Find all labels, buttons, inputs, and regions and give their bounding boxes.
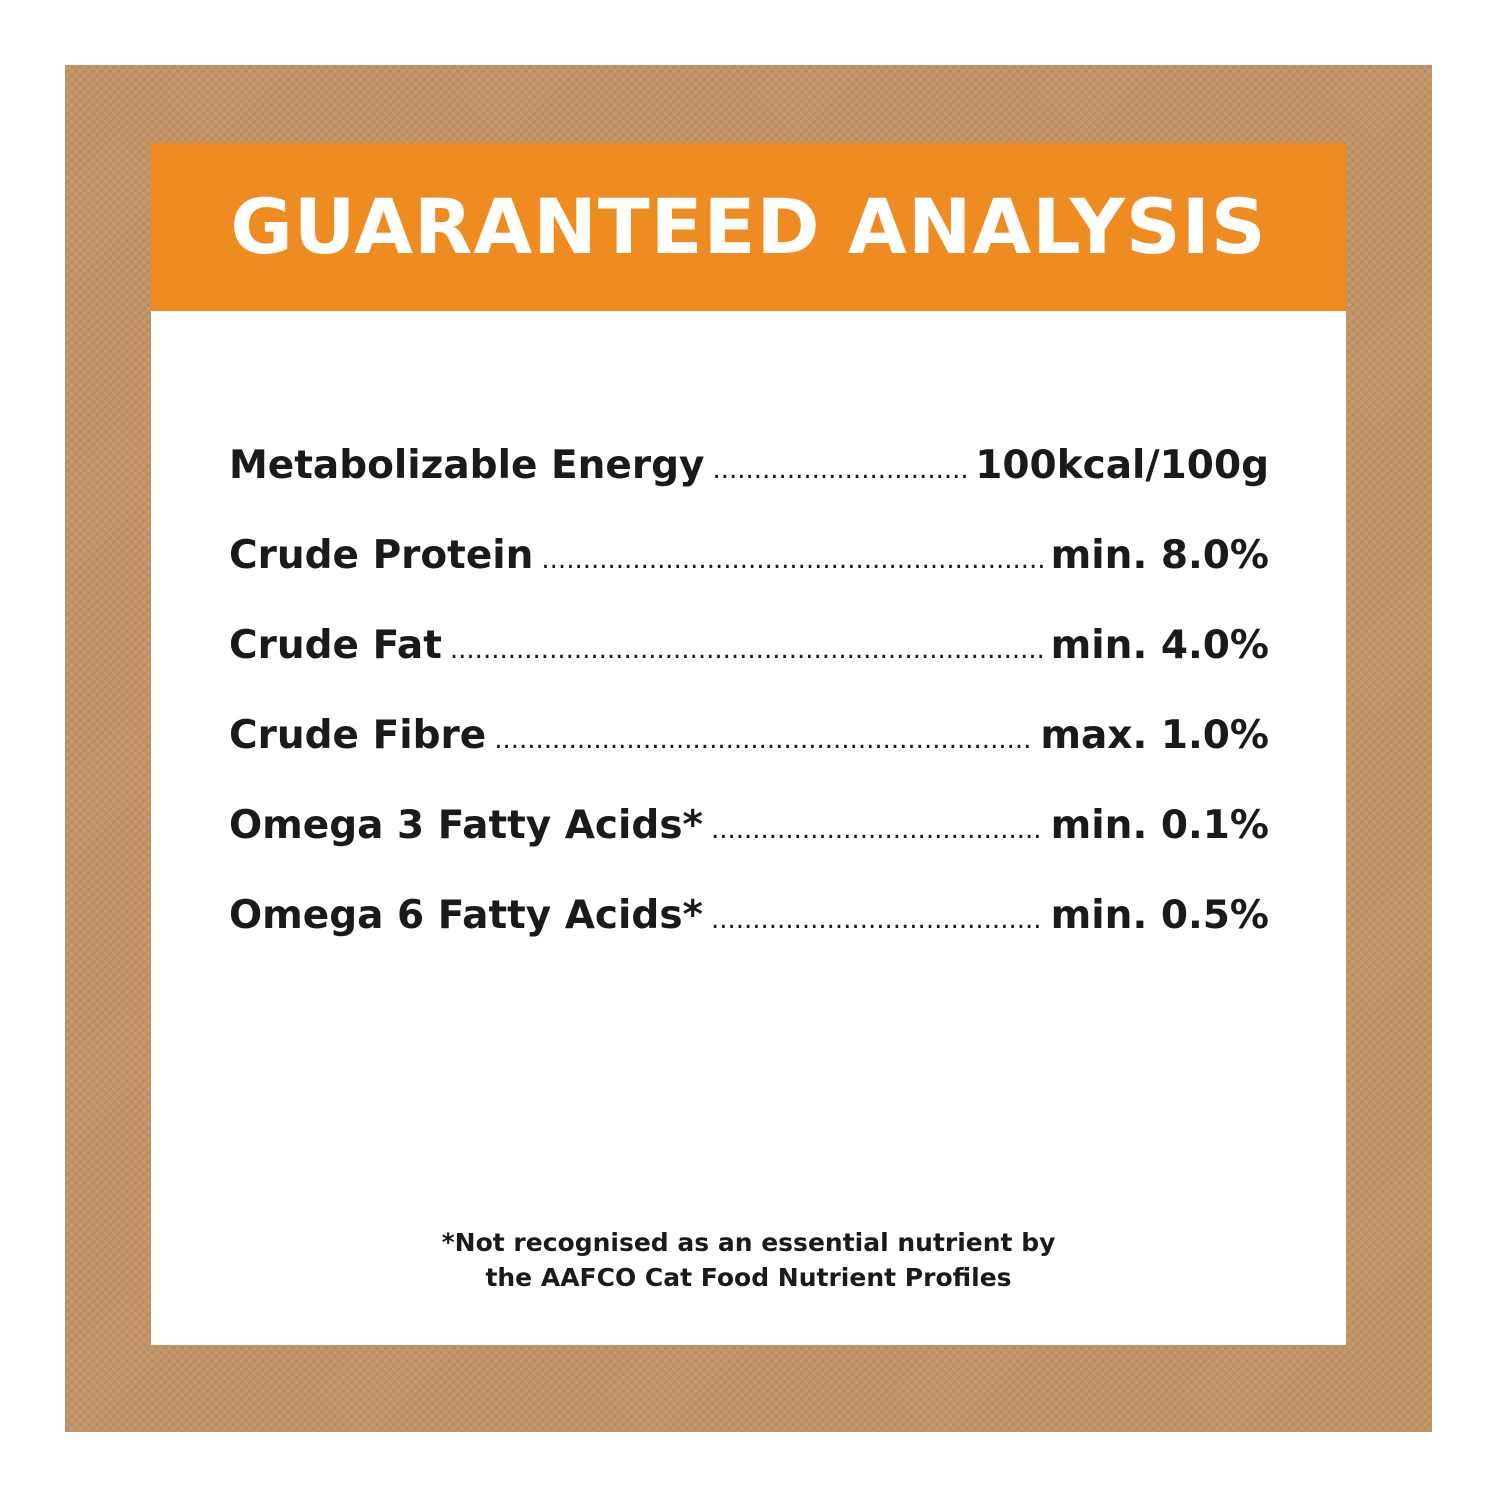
nutrient-value: max. 1.0% (1040, 713, 1269, 758)
footnote-line: the AAFCO Cat Food Nutrient Profiles (485, 1263, 1012, 1292)
dot-leader (711, 905, 1043, 935)
nutrient-name: Omega 3 Fatty Acids* (229, 803, 703, 848)
nutrient-name: Omega 6 Fatty Acids* (229, 893, 703, 938)
analysis-row: Omega 3 Fatty Acids* min. 0.1% (229, 803, 1269, 893)
analysis-row: Omega 6 Fatty Acids* min. 0.5% (229, 893, 1269, 983)
footnote-line: *Not recognised as an essential nutrient… (441, 1228, 1056, 1257)
title: GUARANTEED ANALYSIS (151, 143, 1346, 311)
analysis-table: Metabolizable Energy 100kcal/100g Crude Pr… (229, 443, 1269, 983)
panel: GUARANTEED ANALYSIS Metabolizable Energy… (151, 143, 1346, 1345)
dot-leader (450, 635, 1043, 665)
analysis-row: Crude Fat min. 4.0% (229, 623, 1269, 713)
nutrient-name: Crude Fibre (229, 713, 487, 758)
nutrient-value: 100kcal/100g (975, 443, 1269, 488)
nutrient-name: Metabolizable Energy (229, 443, 705, 488)
dot-leader (494, 725, 1032, 755)
nutrient-value: min. 4.0% (1050, 623, 1269, 668)
nutrient-name: Crude Protein (229, 533, 534, 578)
nutrient-value: min. 0.1% (1050, 803, 1269, 848)
dot-leader (541, 545, 1042, 575)
nutrient-name: Crude Fat (229, 623, 442, 668)
nutrient-value: min. 8.0% (1050, 533, 1269, 578)
analysis-row: Metabolizable Energy 100kcal/100g (229, 443, 1269, 533)
footnote: *Not recognised as an essential nutrient… (151, 1225, 1346, 1295)
analysis-row: Crude Fibre max. 1.0% (229, 713, 1269, 803)
nutrient-value: min. 0.5% (1050, 893, 1269, 938)
analysis-row: Crude Protein min. 8.0% (229, 533, 1269, 623)
dot-leader (712, 455, 967, 485)
dot-leader (711, 815, 1043, 845)
